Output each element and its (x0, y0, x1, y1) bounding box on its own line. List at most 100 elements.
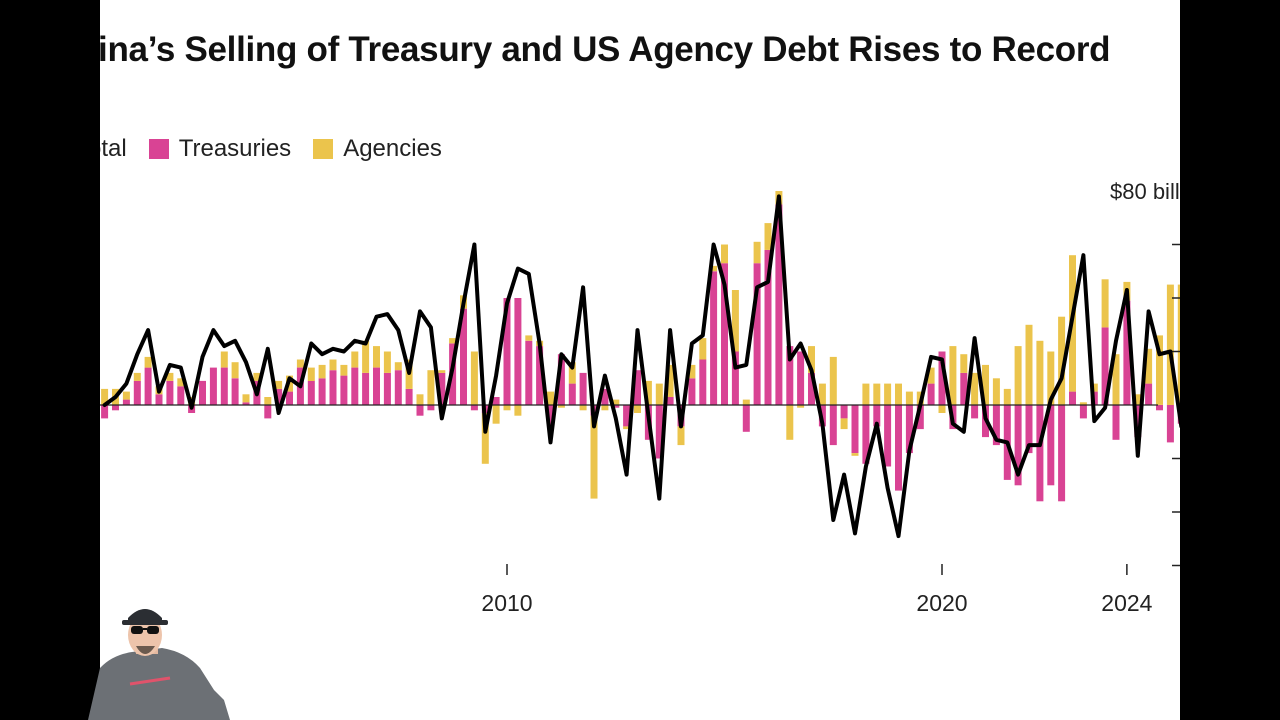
bar-agencies (231, 362, 239, 379)
bar-treasuries (1047, 405, 1055, 486)
bar-agencies (1079, 402, 1087, 405)
bar-agencies (1101, 279, 1109, 328)
bar-treasuries (101, 405, 109, 419)
bar-treasuries (460, 308, 467, 405)
bar-agencies (1145, 348, 1153, 384)
bar-agencies (133, 372, 141, 381)
bar-agencies (275, 380, 283, 389)
bar-agencies (840, 418, 848, 430)
legend-item-agencies: Agencies (313, 135, 442, 163)
bar-treasuries (362, 372, 370, 405)
bar-treasuries (688, 378, 696, 406)
bar-treasuries (557, 354, 565, 405)
bar-treasuries (905, 405, 913, 454)
bar-agencies (895, 383, 902, 405)
bar-agencies (688, 364, 696, 379)
bar-agencies (220, 351, 228, 368)
bar-treasuries (971, 405, 979, 419)
bar-treasuries (220, 367, 228, 405)
bar-treasuries (492, 397, 500, 405)
bar-treasuries (623, 405, 631, 427)
bar-agencies (873, 383, 881, 405)
bar-agencies (634, 405, 641, 413)
bar-treasuries (144, 367, 152, 405)
bar-agencies (1003, 388, 1011, 405)
bar-treasuries (568, 383, 576, 405)
bar-treasuries (579, 372, 587, 405)
bar-treasuries (601, 388, 609, 405)
chart-card: China’s Selling of Treasury and US Agenc… (100, 0, 1180, 720)
bar-agencies (242, 394, 250, 403)
bar-treasuries (525, 340, 533, 405)
bar-treasuries (1069, 391, 1076, 405)
bar-treasuries (307, 380, 315, 405)
bar-agencies (1058, 316, 1066, 405)
bar-treasuries (786, 346, 794, 405)
legend-swatch-agencies (313, 139, 334, 159)
bar-agencies (166, 372, 174, 381)
bar-agencies (503, 405, 511, 411)
bar-agencies (949, 346, 957, 405)
bar-agencies (264, 397, 272, 405)
bar-agencies (927, 367, 935, 384)
chart-legend: Total Treasuries Agencies (100, 134, 464, 164)
bar-treasuries (808, 372, 815, 405)
bar-agencies (144, 356, 152, 368)
bar-agencies (884, 383, 892, 405)
bar-treasuries (133, 380, 141, 405)
bar-agencies (547, 391, 554, 405)
bar-agencies (982, 364, 989, 405)
bar-agencies (394, 362, 402, 371)
bar-agencies (362, 340, 370, 373)
bar-treasuries (742, 405, 750, 432)
bar-treasuries (383, 372, 391, 405)
bar-treasuries (1025, 405, 1033, 454)
bar-treasuries (699, 359, 707, 405)
bar-agencies (677, 426, 685, 446)
bar-treasuries (721, 263, 728, 405)
bar-agencies (851, 453, 859, 456)
bar-treasuries (286, 391, 293, 405)
bar-agencies (710, 265, 718, 272)
bar-treasuries (1079, 405, 1087, 419)
bar-agencies (655, 383, 663, 405)
bar-agencies (340, 364, 348, 376)
bar-agencies (818, 383, 826, 405)
bar-treasuries (373, 367, 380, 405)
bar-agencies (1177, 284, 1180, 405)
bar-treasuries (1166, 405, 1174, 443)
bar-treasuries (470, 405, 478, 411)
bar-treasuries (503, 298, 511, 405)
bar-agencies (808, 346, 815, 373)
bar-treasuries (242, 402, 250, 405)
bar-treasuries (960, 372, 968, 405)
legend-label-treasuries: Treasuries (178, 135, 292, 162)
bar-agencies (383, 351, 391, 373)
bar-treasuries (351, 367, 359, 405)
bar-treasuries (1036, 405, 1044, 502)
bar-treasuries (427, 405, 435, 411)
legend-swatch-treasuries (148, 139, 169, 159)
chart-title: China’s Selling of Treasury and US Agenc… (100, 30, 1111, 69)
bar-agencies (438, 370, 446, 373)
bar-agencies (122, 391, 130, 400)
bar-treasuries (536, 346, 544, 405)
bar-treasuries (634, 370, 641, 405)
bar-agencies (481, 413, 489, 464)
bar-treasuries (264, 405, 272, 419)
bar-treasuries (829, 405, 837, 446)
bar-agencies (307, 367, 315, 381)
bar-treasuries (731, 351, 739, 405)
bar-agencies (1025, 324, 1033, 406)
bar-agencies (905, 391, 913, 405)
bar-treasuries (666, 397, 674, 405)
bar-agencies (373, 346, 380, 368)
bar-agencies (753, 241, 761, 264)
bar-treasuries (155, 394, 163, 405)
bar-agencies (253, 372, 261, 381)
bar-treasuries (177, 386, 185, 405)
bar-treasuries (895, 405, 902, 491)
bar-treasuries (840, 405, 848, 419)
bar-treasuries (851, 405, 859, 454)
bar-treasuries (1156, 405, 1163, 411)
